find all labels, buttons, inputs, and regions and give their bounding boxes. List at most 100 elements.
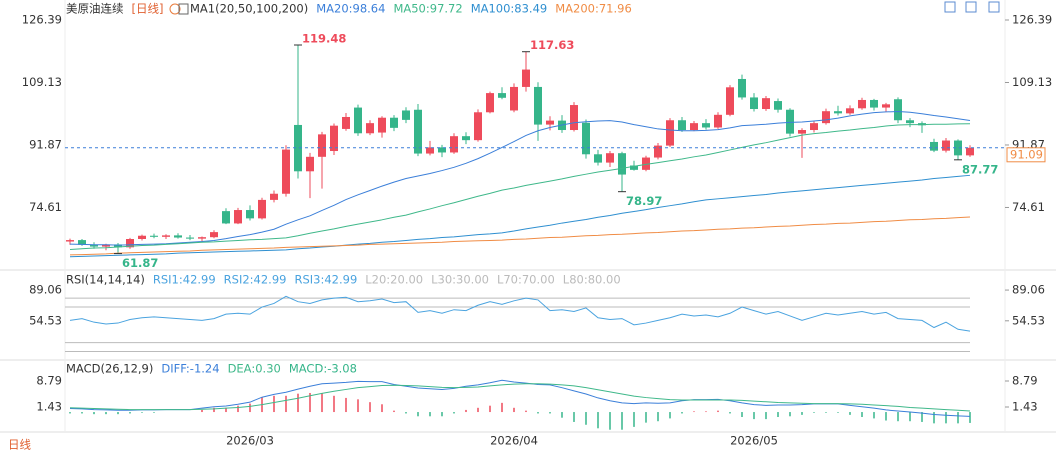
icon[interactable] xyxy=(169,3,181,15)
candle-body xyxy=(942,140,950,151)
candle-body xyxy=(90,244,98,247)
toolbar-icons[interactable] xyxy=(169,1,1000,15)
ma-line xyxy=(69,123,971,250)
candle-body xyxy=(546,120,554,125)
candle-body xyxy=(354,107,362,134)
y-tick-label: 91.87 xyxy=(29,137,62,151)
candle-body xyxy=(174,235,182,238)
legend-entry: RSI1:42.99 xyxy=(153,273,216,287)
rsi-line xyxy=(69,295,971,332)
candle-body xyxy=(642,157,650,170)
y-tick-label-right: 74.61 xyxy=(1012,200,1045,214)
candle-body xyxy=(390,117,398,128)
candle-body xyxy=(618,153,626,175)
icon[interactable] xyxy=(988,1,1000,13)
candle-body xyxy=(102,244,110,247)
y-tick-label: 8.79 xyxy=(36,373,62,387)
candle-body xyxy=(582,122,590,155)
candle-body xyxy=(342,116,350,129)
legend-entry: DIFF:-1.24 xyxy=(161,362,219,376)
candle-body xyxy=(798,130,806,134)
candle-body xyxy=(150,235,158,237)
candle-body xyxy=(78,240,86,245)
candle-body xyxy=(66,240,74,242)
candle-body xyxy=(810,123,818,131)
candle-body xyxy=(510,86,518,111)
candle-body xyxy=(270,193,278,200)
icon[interactable] xyxy=(178,3,189,15)
candle-body xyxy=(690,123,698,131)
legend-entry: RSI3:42.99 xyxy=(294,273,357,287)
candle-body xyxy=(114,244,122,248)
legend-entry: MA100:83.49 xyxy=(471,2,548,16)
candle-body xyxy=(318,134,326,157)
footer-period[interactable]: 日线 xyxy=(8,438,31,452)
candle-body xyxy=(378,117,386,133)
extreme-label: 61.87 xyxy=(122,256,158,270)
candle-body xyxy=(762,98,770,110)
candle-body xyxy=(870,99,878,108)
y-tick-label: 1.43 xyxy=(36,399,62,413)
candle-body xyxy=(666,120,674,146)
level-label: L30:30.00 xyxy=(431,273,489,287)
last-price-label: 91.09 xyxy=(1010,147,1043,161)
candle-body xyxy=(162,235,170,237)
candle-body xyxy=(570,105,578,131)
candle-body xyxy=(750,97,758,110)
candle-body xyxy=(306,156,314,172)
candle-body xyxy=(882,104,890,108)
candle-body xyxy=(834,111,842,114)
candle-body xyxy=(438,147,446,153)
candle-body xyxy=(738,78,746,98)
candle-body xyxy=(282,149,290,194)
x-tick-label: 2026/03 xyxy=(226,434,274,448)
y-tick-label-right: 126.39 xyxy=(1012,12,1052,26)
candle-body xyxy=(774,101,782,110)
candle-body xyxy=(726,87,734,115)
candle-body xyxy=(858,99,866,109)
y-tick-label: 54.53 xyxy=(29,313,62,327)
icon[interactable] xyxy=(965,1,977,13)
icon[interactable] xyxy=(944,1,956,13)
candle-body xyxy=(126,238,134,248)
legend-entry: DEA:0.30 xyxy=(228,362,281,376)
period: [日线] xyxy=(132,2,164,16)
candle-body xyxy=(630,165,638,170)
y-tick-label-right: 54.53 xyxy=(1012,313,1045,327)
candle-body xyxy=(246,210,254,219)
candle-body xyxy=(954,140,962,156)
candle-body xyxy=(402,110,410,120)
level-label: L80:80.00 xyxy=(563,273,621,287)
candle-body xyxy=(534,86,542,125)
ma-line xyxy=(69,111,971,246)
candle-body xyxy=(138,235,146,239)
y-tick-label-right: 1.43 xyxy=(1012,399,1038,413)
candle-body xyxy=(678,120,686,131)
level-label: L20:20.00 xyxy=(365,273,423,287)
candle-body xyxy=(594,154,602,163)
candle-body xyxy=(186,237,194,239)
y-tick-label-right: 89.06 xyxy=(1012,283,1045,297)
candle-body xyxy=(426,147,434,154)
macd-line xyxy=(69,383,971,412)
candle-body xyxy=(906,120,914,124)
x-tick-label: 2026/05 xyxy=(730,434,778,448)
y-tick-label: 74.61 xyxy=(29,200,62,214)
last-price-box xyxy=(1006,147,1046,163)
candle-body xyxy=(822,111,830,124)
candle-body xyxy=(786,109,794,134)
x-tick-label: 2026/04 xyxy=(490,434,538,448)
candle-body xyxy=(294,124,302,172)
y-tick-label-right: 109.13 xyxy=(1012,75,1052,89)
chart-title: 美原油连续 xyxy=(66,2,124,16)
candle-body xyxy=(462,136,470,141)
candle-body xyxy=(234,210,242,224)
extreme-label: 117.63 xyxy=(530,38,574,52)
panel-title: MACD(26,12,9) xyxy=(66,362,153,376)
legend-entry: MA20:98.64 xyxy=(316,2,385,16)
candle-body xyxy=(450,136,458,153)
candle-body xyxy=(894,99,902,121)
candle-body xyxy=(654,145,662,158)
